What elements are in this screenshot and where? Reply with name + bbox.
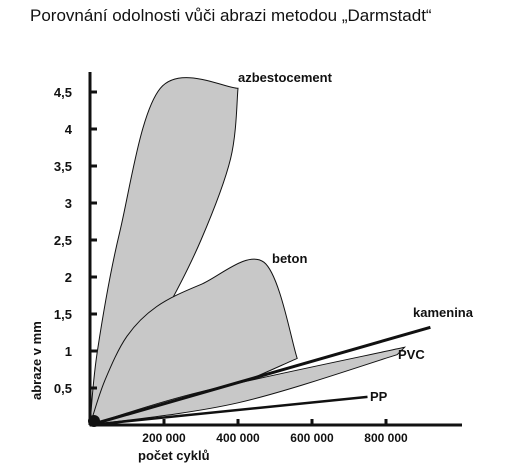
x-tick-label: 200 000 (142, 431, 186, 445)
x-tick-label: 800 000 (364, 431, 408, 445)
y-tick-label: 4,5 (54, 85, 72, 100)
y-tick-label: 4 (65, 122, 73, 137)
series-label-pp: PP (370, 389, 388, 404)
x-axis-label: počet cyklů (138, 448, 210, 463)
y-tick-label: 1 (65, 344, 72, 359)
series-label-azbestocement: azbestocement (238, 70, 333, 85)
y-axis-label: abraze v mm (29, 321, 44, 400)
series-band-pvc (89, 346, 407, 426)
series-label-pvc: PVC (398, 347, 425, 362)
series-label-beton: beton (272, 251, 307, 266)
x-tick-label: 600 000 (290, 431, 334, 445)
y-tick-label: 3,5 (54, 159, 72, 174)
y-tick-label: 2,5 (54, 233, 72, 248)
chart-title: Porovnání odolnosti vůči abrazi metodou … (30, 6, 432, 25)
x-tick-label: 400 000 (216, 431, 260, 445)
series-line-pp (89, 395, 368, 427)
y-tick-label: 2 (65, 270, 72, 285)
y-tick-label: 1,5 (54, 307, 72, 322)
series-label-kamenina: kamenina (413, 305, 474, 320)
series-line-kamenina (89, 325, 431, 427)
y-tick-label: 3 (65, 196, 72, 211)
y-tick-label: 0,5 (54, 381, 72, 396)
